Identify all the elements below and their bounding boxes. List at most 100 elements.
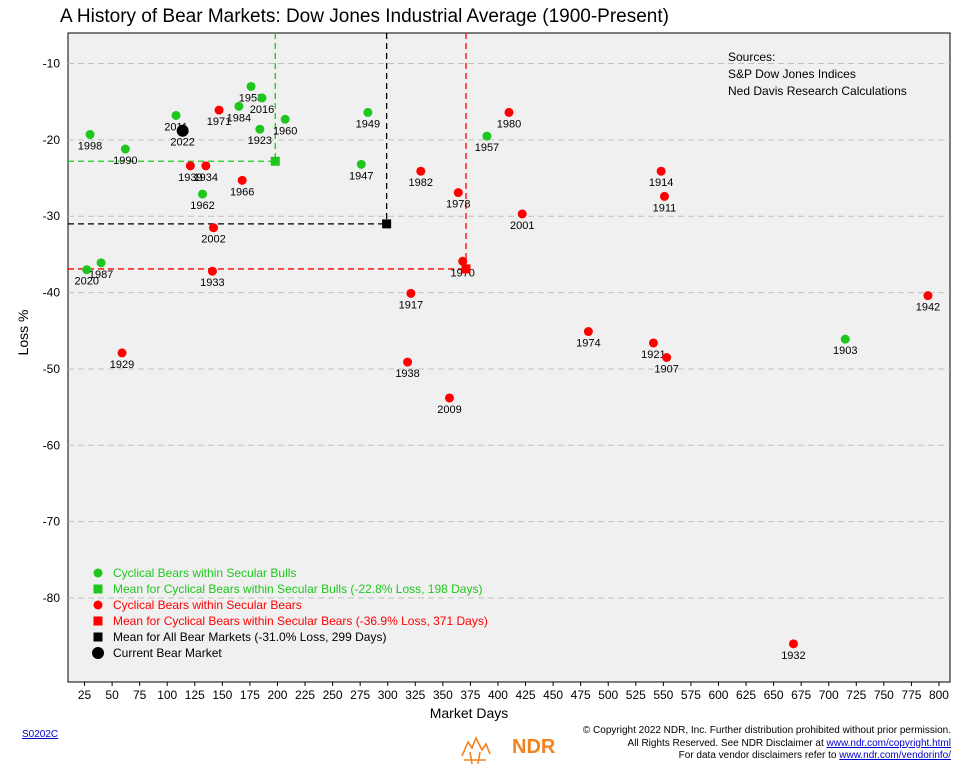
data-point <box>85 130 95 140</box>
point-label: 1966 <box>230 186 254 198</box>
legend-marker <box>93 600 103 610</box>
data-point <box>96 258 106 268</box>
y-tick-label: -10 <box>43 57 61 71</box>
data-point <box>198 189 208 199</box>
legend-entry: Current Bear Market <box>113 646 222 660</box>
data-point <box>840 334 850 344</box>
sources-line: S&P Dow Jones Indices <box>728 67 856 81</box>
ndr-bull-bear-logo <box>461 736 491 765</box>
x-tick-label: 625 <box>736 688 756 702</box>
chart-id-link[interactable]: S0202C <box>22 729 59 740</box>
point-label: 1947 <box>349 170 373 182</box>
disclaimer-line: All Rights Reserved. See NDR Disclaimer … <box>627 737 952 749</box>
data-point <box>363 107 373 117</box>
point-label: 1960 <box>273 125 297 137</box>
x-tick-label: 300 <box>378 688 398 702</box>
y-tick-label: -60 <box>43 438 61 452</box>
point-label: 1923 <box>248 135 272 147</box>
data-point <box>237 175 247 185</box>
data-point <box>209 223 219 233</box>
data-point <box>923 291 933 301</box>
point-label: 1914 <box>649 177 673 189</box>
data-point <box>482 131 492 141</box>
x-axis-label: Market Days <box>430 705 509 721</box>
data-point <box>214 105 224 115</box>
mean-marker <box>461 264 471 274</box>
point-label: 1938 <box>395 368 419 380</box>
point-label: 1953 <box>239 92 263 104</box>
data-point <box>453 188 463 198</box>
x-tick-label: 75 <box>133 688 147 702</box>
point-label: 1907 <box>654 364 678 376</box>
point-label: 1990 <box>113 155 137 167</box>
point-label: 1917 <box>399 299 423 311</box>
x-tick-label: 350 <box>433 688 453 702</box>
x-tick-label: 675 <box>791 688 811 702</box>
y-tick-label: -40 <box>43 286 61 300</box>
point-label: 2001 <box>510 220 534 232</box>
data-point <box>504 107 514 117</box>
data-point <box>403 357 413 367</box>
data-point <box>788 639 798 649</box>
x-tick-label: 125 <box>185 688 205 702</box>
data-point <box>583 327 593 337</box>
x-tick-label: 450 <box>543 688 563 702</box>
point-label: 1939 <box>178 172 202 184</box>
x-tick-label: 225 <box>295 688 315 702</box>
x-tick-label: 575 <box>681 688 701 702</box>
data-point <box>207 266 217 276</box>
x-tick-label: 750 <box>874 688 894 702</box>
x-tick-label: 325 <box>405 688 425 702</box>
point-label: 1980 <box>497 118 521 130</box>
legend-entry: Cyclical Bears within Secular Bulls <box>113 566 296 580</box>
vendor-line: For data vendor disclaimers refer to www… <box>678 750 951 761</box>
point-label: 2009 <box>437 404 461 416</box>
point-label: 1903 <box>833 345 857 357</box>
point-label: 1971 <box>207 116 231 128</box>
x-tick-label: 50 <box>105 688 119 702</box>
point-label: 1957 <box>475 142 499 154</box>
legend-marker <box>93 584 103 594</box>
data-point <box>416 166 426 176</box>
legend-entry: Mean for All Bear Markets (-31.0% Loss, … <box>113 630 386 644</box>
data-point <box>517 209 527 219</box>
copyright-link[interactable]: www.ndr.com/copyright.html <box>826 737 952 749</box>
copyright-footer: © Copyright 2022 NDR, Inc. Further distr… <box>583 725 951 763</box>
x-tick-label: 400 <box>488 688 508 702</box>
point-label: 1984 <box>227 112 251 124</box>
x-tick-label: 150 <box>212 688 232 702</box>
x-tick-label: 200 <box>267 688 287 702</box>
data-point <box>246 81 256 91</box>
legend-marker <box>93 616 103 626</box>
data-point <box>185 161 195 171</box>
legend-entry: Mean for Cyclical Bears within Secular B… <box>113 582 482 596</box>
data-point <box>201 161 211 171</box>
y-axis-label: Loss % <box>15 310 31 356</box>
vendor-link[interactable]: www.ndr.com/vendorinfo/ <box>839 750 951 761</box>
x-tick-label: 725 <box>846 688 866 702</box>
point-label: 1932 <box>781 650 805 662</box>
data-point <box>356 159 366 169</box>
x-tick-label: 375 <box>460 688 480 702</box>
y-tick-label: -30 <box>43 209 61 223</box>
data-point <box>444 393 454 403</box>
x-tick-label: 25 <box>78 688 92 702</box>
legend-entry: Mean for Cyclical Bears within Secular B… <box>113 614 488 628</box>
data-point <box>648 338 658 348</box>
x-tick-label: 175 <box>240 688 260 702</box>
sources-line: Sources: <box>728 50 775 64</box>
point-label: 1934 <box>194 172 218 184</box>
point-label: 2020 <box>75 276 99 288</box>
mean-marker <box>382 219 392 229</box>
y-tick-label: -50 <box>43 362 61 376</box>
x-tick-label: 800 <box>929 688 949 702</box>
point-label: 1974 <box>576 338 600 350</box>
data-point <box>120 144 130 154</box>
data-point <box>82 265 92 275</box>
point-label: 1987 <box>89 269 113 281</box>
point-label: 1949 <box>356 118 380 130</box>
point-label: 1933 <box>200 277 224 289</box>
current-market-point <box>176 124 189 137</box>
x-tick-label: 775 <box>901 688 921 702</box>
point-label: 1962 <box>190 200 214 212</box>
